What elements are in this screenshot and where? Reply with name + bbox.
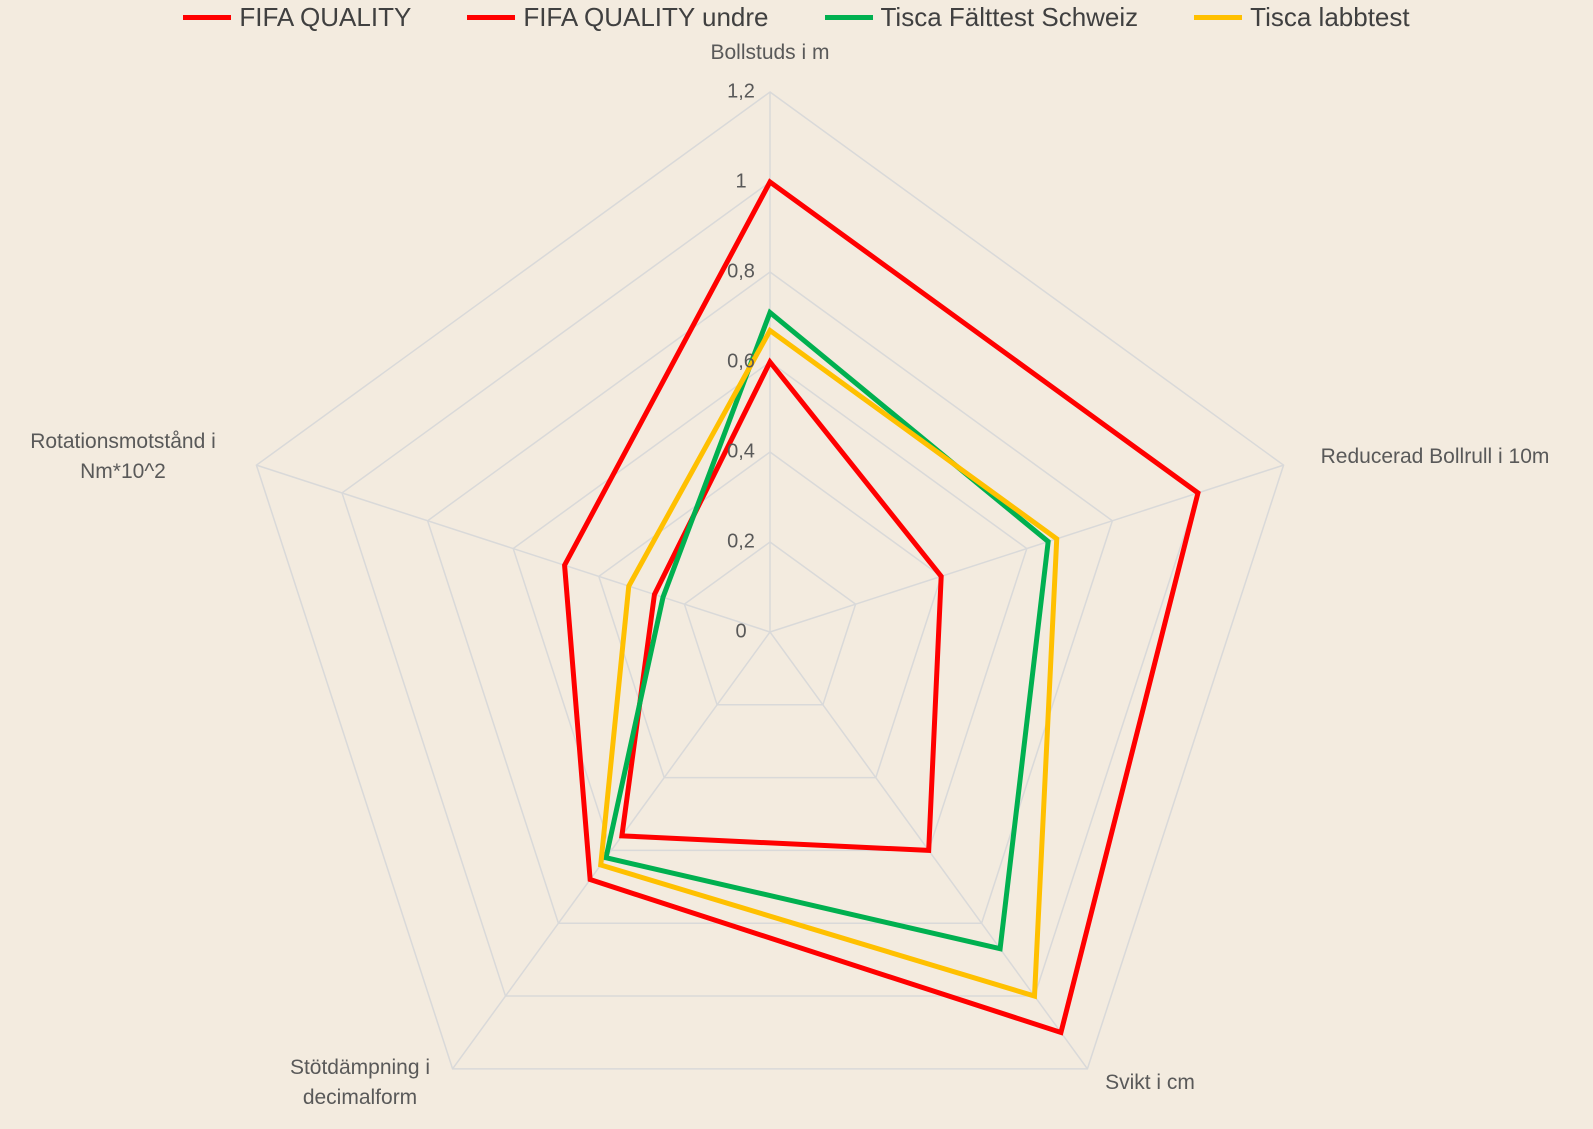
tick-label: 0 (735, 620, 746, 642)
legend-item: FIFA QUALITY (183, 2, 411, 33)
grid-ring (255, 91, 1285, 1070)
legend-swatch (824, 15, 873, 20)
tick-label: 0,4 (727, 440, 755, 462)
tick-label: 0,8 (727, 260, 755, 282)
category-label: Rotationsmotstånd i Nm*10^2 (30, 430, 216, 483)
legend-swatch (1194, 15, 1243, 20)
legend-label: FIFA QUALITY undre (523, 2, 769, 32)
tick-label: 1,2 (727, 80, 755, 102)
axis-spoke (256, 464, 771, 633)
category-label: Stötdämpning i decimalform (289, 1056, 431, 1109)
tick-label: 0,6 (727, 350, 755, 372)
grid-ring (512, 361, 1028, 852)
legend-item: FIFA QUALITY undre (467, 2, 769, 33)
grid-ring (426, 271, 1114, 924)
legend-swatch (467, 15, 516, 20)
legend-item: Tisca labbtest (1194, 2, 1410, 33)
category-label: Reducerad Bollrull i 10m (1320, 445, 1550, 468)
legend-label: Tisca labbtest (1250, 2, 1410, 32)
tick-label: 1 (735, 170, 746, 192)
grid-ring (683, 541, 857, 706)
legend-label: FIFA QUALITY (239, 2, 412, 32)
series-line (598, 326, 1060, 1000)
category-label: Svikt i cm (1105, 1071, 1195, 1094)
tick-label: 0,2 (727, 530, 755, 552)
series-line (562, 178, 1201, 1036)
series-line (603, 308, 1051, 952)
legend-swatch (183, 15, 232, 20)
axis-spoke (769, 464, 1284, 633)
grid-ring (597, 451, 943, 779)
legend: FIFA QUALITY FIFA QUALITY undre Tisca Fält… (0, 2, 1593, 33)
axis-spoke (451, 631, 771, 1070)
category-label: Bollstuds i m (710, 41, 830, 64)
series-line (619, 357, 944, 854)
legend-item: Tisca Fälttest Schweiz (824, 2, 1139, 33)
legend-label: Tisca Fälttest Schweiz (880, 2, 1139, 32)
